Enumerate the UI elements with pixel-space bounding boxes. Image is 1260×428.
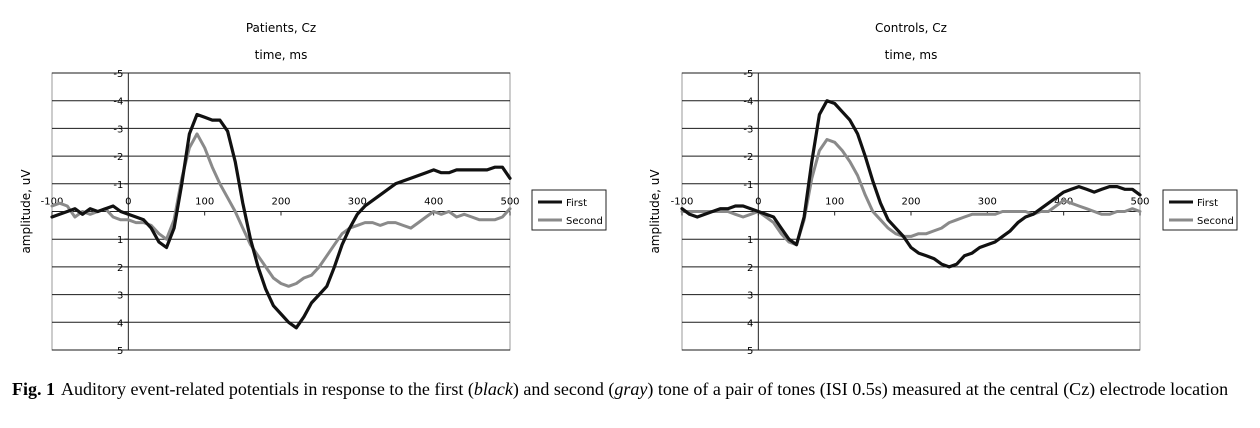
x-tick-label: 100: [825, 197, 844, 208]
series-line-first: [680, 99, 1142, 269]
caption-label: Fig. 1: [12, 379, 55, 399]
y-axis-label: amplitude, uV: [648, 169, 662, 254]
chart-title: Patients, Cz: [246, 21, 316, 35]
caption-text-2: ) and second (: [512, 379, 615, 399]
x-tick-label: -100: [41, 197, 64, 208]
caption-text-1: Auditory event-related potentials in res…: [61, 379, 474, 399]
figure-canvas: -5 -4 -3 -2 -1 1 2 3 4 5 -100 0 100 200 300 400 500 Patie…: [19, 21, 1238, 357]
caption-black-word: black: [473, 379, 513, 399]
chart-1: -5 -4 -3 -2 -1 1 2 3 4 5 -100 0 100 200 300 400 500 Patie…: [19, 21, 607, 357]
x-tick-label: 0: [755, 197, 761, 208]
legend-label-first: First: [1197, 198, 1218, 209]
y-tick-label: 4: [747, 318, 753, 329]
legend-label-second: Second: [566, 216, 603, 227]
series-line-first: [50, 112, 512, 330]
y-tick-label: 3: [117, 291, 123, 302]
y-tick-label: 2: [117, 263, 123, 274]
y-tick-label: 5: [117, 346, 123, 357]
y-tick-label: 3: [747, 291, 753, 302]
legend-box: [1162, 189, 1238, 231]
x-tick-label: 300: [348, 197, 367, 208]
legend: First Second: [531, 189, 607, 231]
x-tick-label: 200: [271, 197, 290, 208]
x-tick-label: 500: [500, 197, 519, 208]
chart-title: Controls, Cz: [875, 21, 947, 35]
y-tick-label: -2: [743, 152, 753, 163]
series-line-second: [50, 132, 512, 288]
x-tick-label: 200: [901, 197, 920, 208]
y-tick-label: 2: [747, 263, 753, 274]
y-tick-label: -5: [113, 69, 123, 80]
y-tick-label: -5: [743, 69, 753, 80]
x-tick-label: 500: [1130, 197, 1149, 208]
legend-label-second: Second: [1197, 216, 1234, 227]
y-tick-label: -3: [113, 124, 123, 135]
caption-gray-word: gray: [614, 379, 648, 399]
caption-text-3: ) tone of a pair of tones (ISI 0.5s) mea…: [647, 379, 1229, 399]
x-axis-label: time, ms: [885, 48, 938, 62]
y-tick-label: 5: [747, 346, 753, 357]
x-tick-label: 300: [978, 197, 997, 208]
y-tick-label: -4: [113, 97, 123, 108]
legend: First Second: [1162, 189, 1238, 231]
x-tick-label: -100: [671, 197, 694, 208]
y-tick-label: -1: [113, 180, 123, 191]
x-axis-label: time, ms: [255, 48, 308, 62]
legend-label-first: First: [566, 198, 587, 209]
y-tick-label: -2: [113, 152, 123, 163]
x-tick-label: 100: [195, 197, 214, 208]
y-tick-label: 1: [117, 235, 123, 246]
x-tick-label: 0: [125, 197, 131, 208]
figure-caption: Fig. 1 Auditory event-related potentials …: [12, 378, 1252, 401]
y-tick-label: -1: [743, 180, 753, 191]
y-tick-label: 4: [117, 318, 123, 329]
legend-box: [531, 189, 607, 231]
x-tick-label: 400: [424, 197, 443, 208]
y-tick-label: -3: [743, 124, 753, 135]
y-tick-label: -4: [743, 97, 753, 108]
y-tick-label: 1: [747, 235, 753, 246]
y-axis-label: amplitude, uV: [19, 169, 33, 254]
